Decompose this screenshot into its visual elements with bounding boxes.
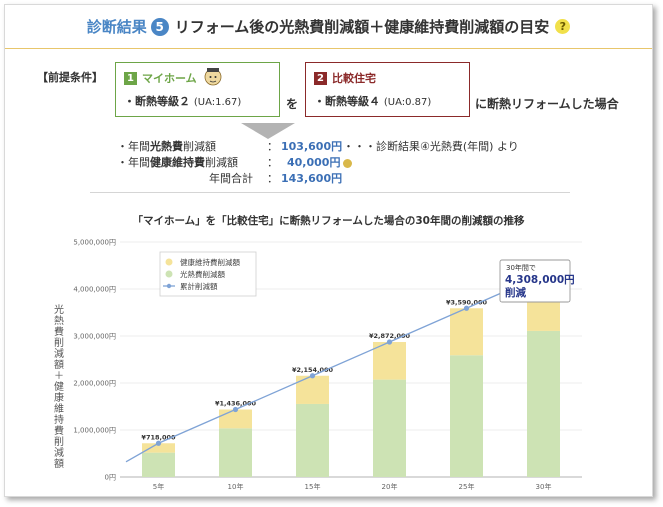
callout-box [499,259,571,303]
comparison-home-box: 2 比較住宅 ・断熱等級４ (UA:0.87) [305,62,470,117]
utility-value: 103,600円 [281,140,343,153]
health-prefix: ・年間 [117,156,150,169]
y-tick-label: 1,000,000円 [73,427,116,435]
bar-utility [527,330,560,477]
x-tick-label: 25年 [459,482,475,491]
callout-suffix: 削減 [505,286,526,299]
my-home-ua: (UA:1.67) [193,97,242,108]
cumulative-point [232,406,239,413]
y-tick-label: 3,000,000円 [73,333,116,341]
chart-title: 「マイホーム」を「比較住宅」に断熱リフォームした場合の30年間の削減額の推移 [132,215,525,227]
health-value: 40,000円 [287,156,341,169]
legend-swatch-dot [166,283,172,289]
health-bold: 健康維持費 [150,156,205,169]
data-label: ¥718,000 [141,433,176,441]
bar-health [450,308,483,356]
premise-label: 【前提条件】 [37,71,103,84]
bar-health [296,375,329,404]
premise-tail-text: に断熱リフォームした場合 [475,97,619,111]
comparison-ua: (UA:0.87) [383,97,432,108]
y-tick-label: 2,000,000円 [73,380,116,388]
bar-health [142,443,175,453]
bar-utility [142,452,175,477]
comparison-label: 比較住宅 [332,72,376,85]
legend-swatch [165,270,173,278]
x-tick-label: 30年 [536,482,552,491]
comparison-grade: ・断熱等級４ [314,95,380,108]
utility-bold: 光熱費 [150,140,183,153]
data-label: ¥2,872,000 [369,332,411,340]
legend-box [159,251,257,297]
health-colon: ： [267,156,278,169]
legend-swatch [165,258,173,266]
y-tick-label: 0円 [105,474,116,482]
utility-suffix: 削減額 [183,140,216,153]
cumulative-point [155,440,162,446]
callout-caption: 30年間で [506,263,536,272]
y-tick-label: 4,000,000円 [73,286,116,294]
total-value: 143,600円 [281,172,343,185]
total-colon: ： [267,172,278,185]
x-tick-label: 10年 [228,482,244,491]
utility-note: ・・・診断結果④光熱費(年間) より [343,140,519,153]
step-number-badge: 5 [150,17,169,36]
my-home-box: 1 マイホーム ・断熱等級２ (UA:1.67) [115,62,280,117]
help-icon[interactable]: ? [555,19,571,34]
my-home-number: 1 [124,71,137,85]
coin-icon [343,158,353,168]
page-header: 診断結果 5 リフォーム後の光熱費削減額＋健康維持費削減額の目安 ? [5,5,652,49]
x-tick-label: 5年 [153,482,164,491]
result-lead: 診断結果 [86,18,147,36]
connector-text: を [286,97,299,111]
utility-prefix: ・年間 [117,140,150,153]
comparison-number: 2 [314,71,327,85]
bar-utility [373,379,406,477]
health-suffix: 削減額 [205,156,238,169]
cumulative-point [386,339,393,345]
cumulative-point [309,373,316,379]
my-home-grade: ・断熱等級２ [124,95,190,108]
legend-label: 光熱費削減額 [180,269,225,279]
mascot-icon [204,68,222,86]
data-label: ¥3,590,000 [446,298,488,306]
legend-label: 累計削減額 [180,281,218,291]
data-label: ¥2,154,000 [292,366,334,374]
bar-utility [296,403,329,477]
total-label: 年間合計 [209,172,253,185]
bar-utility [219,428,252,477]
callout-value: 4,308,000円 [505,274,575,286]
x-tick-label: 20年 [382,482,398,491]
bar-utility [450,355,483,477]
y-axis-label: 光熱費削減額＋健康維持費削減額 [54,305,64,470]
cumulative-point [463,305,470,311]
utility-saving-row: ・年間光熱費削減額 [117,138,216,154]
bar-health [219,409,252,429]
my-home-label: マイホーム [142,72,197,85]
utility-colon: ： [267,140,278,153]
y-tick-label: 5,000,000円 [73,239,116,247]
health-saving-row: ・年間健康維持費削減額 [117,154,238,170]
x-tick-label: 15年 [305,482,321,491]
legend-label: 健康維持費削減額 [180,257,240,267]
data-label: ¥1,436,000 [215,400,257,408]
down-arrow-icon [241,123,295,139]
page-title: リフォーム後の光熱費削減額＋健康維持費削減額の目安 [174,18,550,36]
section-divider [90,192,570,193]
bar-health [373,342,406,380]
